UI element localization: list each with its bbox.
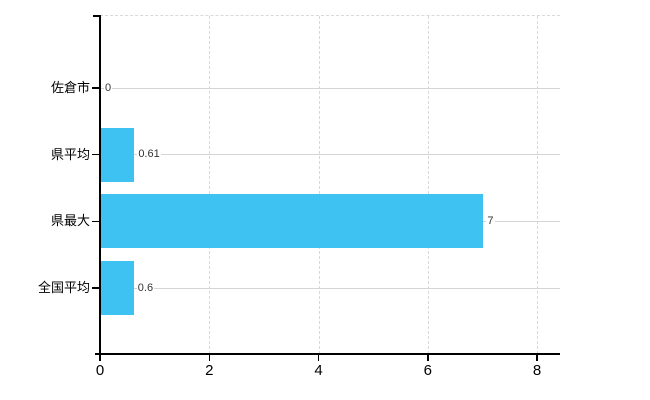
x-axis-tick-mark — [208, 355, 210, 361]
bar-value-label: 0.6 — [136, 281, 155, 295]
vertical-gridline — [209, 16, 211, 354]
category-gridline — [100, 154, 560, 156]
category-label: 県最大 — [50, 213, 90, 229]
vertical-gridline — [318, 16, 320, 354]
y-axis — [99, 15, 101, 355]
x-axis-tick-mark — [99, 355, 101, 361]
x-axis — [95, 353, 560, 355]
y-axis-end-tick — [93, 15, 100, 17]
x-axis-tick-label: 4 — [314, 362, 323, 379]
category-label: 県平均 — [50, 146, 90, 162]
category-gridline — [100, 287, 560, 289]
x-axis-tick-label: 6 — [423, 362, 432, 379]
bar-value-label: 7 — [486, 214, 495, 228]
x-axis-tick-mark — [317, 355, 320, 361]
plot-top-border — [100, 15, 560, 16]
x-axis-tick-label: 8 — [532, 362, 542, 379]
bar-value-label: 0.61 — [137, 148, 161, 162]
bar — [101, 194, 484, 249]
x-axis-tick-mark — [536, 355, 538, 361]
x-axis-tick-mark — [427, 355, 429, 361]
x-axis-tick-label: 0 — [95, 362, 105, 379]
vertical-gridline — [427, 16, 429, 354]
category-tick — [92, 153, 100, 156]
category-tick — [92, 287, 100, 289]
category-tick — [92, 220, 100, 223]
bar — [101, 261, 134, 316]
bar-value-label: 0 — [104, 81, 113, 95]
category-label: 全国平均 — [37, 280, 90, 296]
vertical-gridline — [537, 16, 538, 354]
category-label: 佐倉市 — [50, 80, 90, 95]
bar — [101, 127, 135, 182]
x-axis-tick-label: 2 — [205, 362, 214, 379]
category-gridline — [100, 87, 560, 89]
category-tick — [92, 87, 100, 89]
